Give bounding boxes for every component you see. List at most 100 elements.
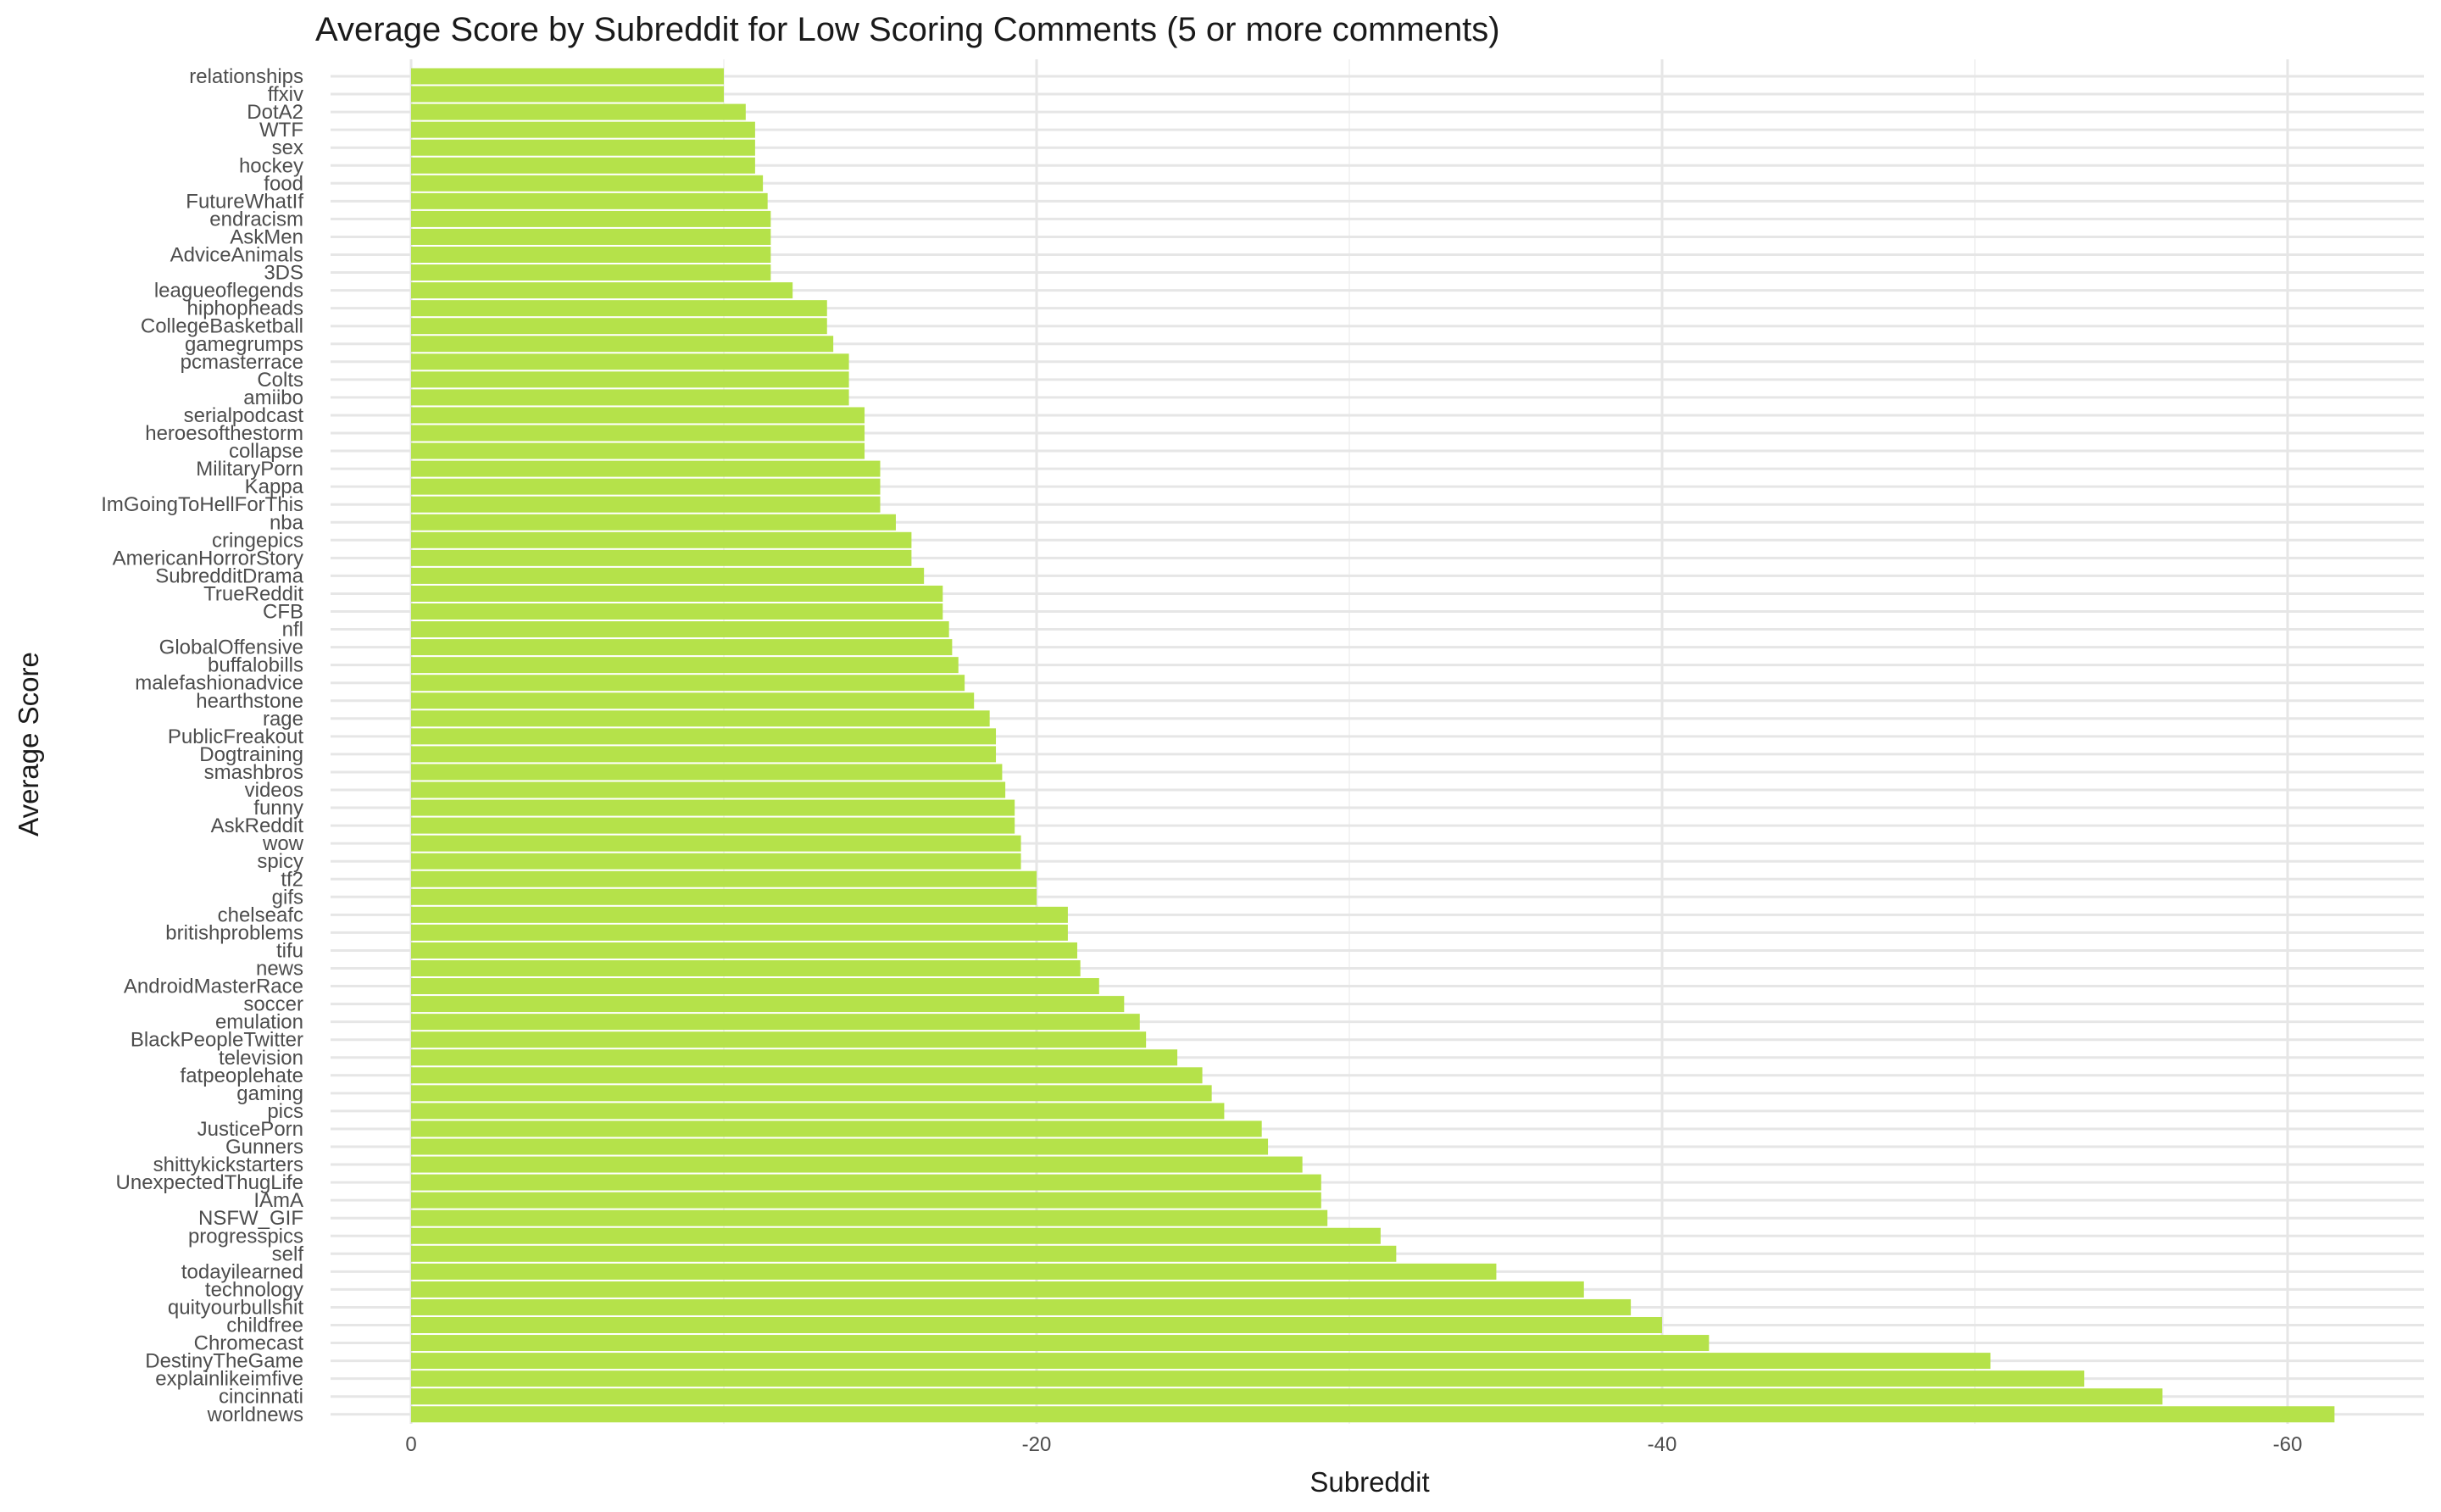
bar-progresspics [411, 1227, 1381, 1244]
bar-gifs [411, 888, 1037, 905]
bar-television [411, 1049, 1178, 1066]
bar-technology [411, 1281, 1584, 1298]
bar-NSFW_GIF [411, 1209, 1328, 1226]
y-tick-label: cringepics [212, 529, 303, 552]
bar-ImGoingToHellForThis [411, 496, 881, 513]
y-tick-label: AskReddit [211, 814, 304, 837]
bar-smashbros [411, 764, 1003, 781]
bar-Dogtraining [411, 746, 997, 763]
y-tick-label: 3DS [264, 262, 303, 285]
y-tick-label: sex [272, 136, 303, 159]
y-tick-label: nfl [282, 619, 303, 642]
bar-DestinyTheGame [411, 1353, 1991, 1370]
y-tick-label: quityourbullshit [168, 1296, 303, 1319]
bar-serialpodcast [411, 407, 865, 424]
y-tick-label: hearthstone [196, 690, 303, 713]
bar-tf2 [411, 870, 1037, 887]
bar-UnexpectedThugLife [411, 1174, 1321, 1191]
bar-childfree [411, 1317, 1662, 1333]
bar-TrueReddit [411, 585, 943, 602]
bar-collapse [411, 442, 865, 459]
y-tick-label: childfree [226, 1315, 303, 1337]
y-tick-label: IAmA [253, 1189, 303, 1212]
bar-todayilearned [411, 1263, 1497, 1280]
bar-hiphopheads [411, 300, 827, 317]
bar-sex [411, 139, 755, 156]
y-tick-label: UnexpectedThugLife [116, 1171, 303, 1194]
y-tick-label: wow [262, 832, 304, 855]
bar-relationships [411, 68, 724, 85]
bar-BlackPeopleTwitter [411, 1031, 1147, 1048]
y-tick-label: TrueReddit [203, 582, 303, 605]
y-tick-label: todayilearned [181, 1260, 303, 1283]
bar-Chromecast [411, 1335, 1710, 1352]
bar-Colts [411, 371, 849, 388]
y-tick-label: SubredditDrama [155, 564, 303, 587]
y-tick-label: endracism [209, 208, 303, 231]
bar-SubredditDrama [411, 567, 925, 584]
y-tick-label: hiphopheads [187, 297, 303, 320]
bar-DotA2 [411, 103, 746, 120]
y-tick-label: funny [253, 797, 303, 820]
bar-pics [411, 1103, 1225, 1120]
bar-fatpeoplehate [411, 1067, 1203, 1084]
bar-tifu [411, 942, 1077, 959]
y-tick-label: tifu [276, 939, 303, 962]
bar-ffxiv [411, 86, 724, 103]
y-tick-label: explainlikeimfive [155, 1368, 303, 1391]
y-tick-label: heroesofthestorm [145, 422, 303, 445]
x-tick-labels: 0 -20 -40 -60 [405, 1433, 2302, 1456]
y-tick-label: cincinnati [219, 1386, 303, 1409]
y-tick-label: tf2 [281, 868, 303, 891]
y-tick-label: ffxiv [268, 83, 303, 106]
bar-food [411, 175, 764, 192]
bar-endracism [411, 210, 771, 227]
bar-quityourbullshit [411, 1298, 1632, 1315]
bar-emulation [411, 1014, 1140, 1031]
bar-AskMen [411, 228, 771, 245]
bar-rage [411, 710, 990, 727]
bar-layer [411, 68, 2335, 1423]
chart-title: Average Score by Subreddit for Low Scori… [315, 11, 1500, 48]
y-tick-label: britishproblems [165, 921, 303, 944]
y-tick-label: DestinyTheGame [145, 1350, 303, 1373]
y-tick-label: progresspics [188, 1225, 303, 1248]
y-tick-label: MilitaryPorn [196, 458, 303, 481]
bar-3DS [411, 264, 771, 281]
y-tick-label: pcmasterrace [181, 351, 303, 374]
y-tick-label: buffalobills [208, 654, 303, 677]
bar-JusticePorn [411, 1120, 1262, 1137]
bar-amiibo [411, 389, 849, 406]
bar-FutureWhatIf [411, 192, 768, 209]
bar-AdviceAnimals [411, 247, 771, 263]
y-tick-label: CollegeBasketball [141, 315, 303, 338]
y-tick-label: smashbros [204, 761, 303, 784]
y-tick-label: serialpodcast [184, 404, 304, 427]
x-tick-label: -40 [1648, 1433, 1677, 1456]
bar-buffalobills [411, 657, 959, 674]
bar-videos [411, 781, 1006, 798]
bar-news [411, 960, 1081, 976]
bar-WTF [411, 121, 755, 138]
bar-soccer [411, 996, 1125, 1013]
y-tick-label: Chromecast [194, 1332, 304, 1355]
x-tick-label: -60 [2273, 1433, 2303, 1456]
bar-MilitaryPorn [411, 460, 881, 477]
y-tick-label: FutureWhatIf [186, 190, 303, 213]
y-tick-label: videos [245, 779, 303, 802]
y-tick-label: DotA2 [247, 101, 303, 124]
bar-wow [411, 835, 1021, 852]
y-tick-label: technology [205, 1278, 303, 1301]
bar-PublicFreakout [411, 728, 997, 745]
bar-worldnews [411, 1406, 2335, 1423]
y-tick-label: Dogtraining [199, 743, 303, 766]
y-tick-label: amiibo [243, 386, 303, 409]
y-tick-label: gamegrumps [185, 333, 303, 356]
bar-funny [411, 799, 1015, 816]
bar-hearthstone [411, 692, 975, 709]
bar-AndroidMasterRace [411, 978, 1099, 995]
bar-nba [411, 514, 896, 531]
bar-cincinnati [411, 1388, 2163, 1405]
y-tick-label: rage [263, 708, 303, 731]
y-tick-label: soccer [243, 993, 303, 1016]
